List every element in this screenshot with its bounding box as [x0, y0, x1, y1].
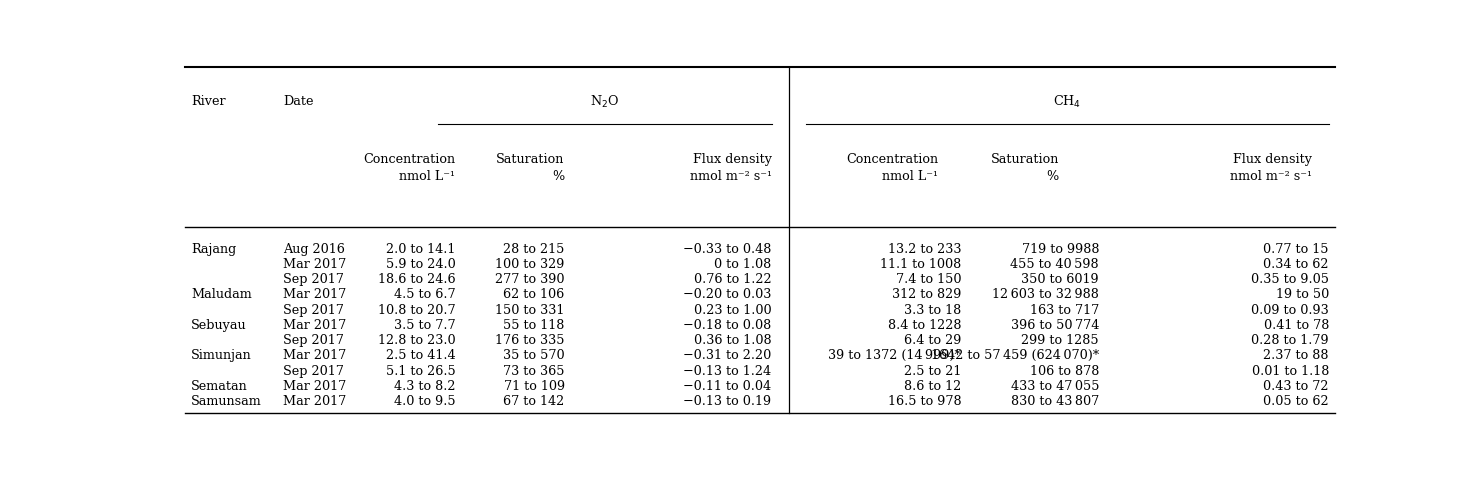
- Text: 0.76 to 1.22: 0.76 to 1.22: [694, 273, 771, 286]
- Text: −0.33 to 0.48: −0.33 to 0.48: [684, 242, 771, 256]
- Text: 350 to 6019: 350 to 6019: [1022, 273, 1099, 286]
- Text: 6.4 to 29: 6.4 to 29: [903, 334, 961, 347]
- Text: 71 to 109: 71 to 109: [504, 380, 565, 393]
- Text: Mar 2017: Mar 2017: [283, 288, 347, 301]
- Text: N$_2$O: N$_2$O: [590, 94, 620, 109]
- Text: Concentration
nmol L⁻¹: Concentration nmol L⁻¹: [847, 153, 939, 183]
- Text: 4.0 to 9.5: 4.0 to 9.5: [394, 395, 455, 408]
- Text: 455 to 40 598: 455 to 40 598: [1010, 258, 1099, 271]
- Text: 5.1 to 26.5: 5.1 to 26.5: [386, 365, 455, 378]
- Text: Mar 2017: Mar 2017: [283, 380, 347, 393]
- Text: 4.5 to 6.7: 4.5 to 6.7: [394, 288, 455, 301]
- Text: River: River: [191, 95, 225, 108]
- Text: 312 to 829: 312 to 829: [891, 288, 961, 301]
- Text: 100 to 329: 100 to 329: [495, 258, 565, 271]
- Text: −0.31 to 2.20: −0.31 to 2.20: [684, 349, 771, 362]
- Text: Rajang: Rajang: [191, 242, 236, 256]
- Text: 0.36 to 1.08: 0.36 to 1.08: [694, 334, 771, 347]
- Text: −0.11 to 0.04: −0.11 to 0.04: [684, 380, 771, 393]
- Text: 0.09 to 0.93: 0.09 to 0.93: [1252, 304, 1329, 316]
- Text: 18.6 to 24.6: 18.6 to 24.6: [378, 273, 455, 286]
- Text: Sep 2017: Sep 2017: [283, 304, 344, 316]
- Text: Mar 2017: Mar 2017: [283, 319, 347, 332]
- Text: 67 to 142: 67 to 142: [503, 395, 565, 408]
- Text: 0.34 to 62: 0.34 to 62: [1264, 258, 1329, 271]
- Text: −0.18 to 0.08: −0.18 to 0.08: [684, 319, 771, 332]
- Text: 2.37 to 88: 2.37 to 88: [1264, 349, 1329, 362]
- Text: Sebuyau: Sebuyau: [191, 319, 246, 332]
- Text: 719 to 9988: 719 to 9988: [1022, 242, 1099, 256]
- Text: Sematan: Sematan: [191, 380, 248, 393]
- Text: 3.3 to 18: 3.3 to 18: [905, 304, 961, 316]
- Text: Samunsam: Samunsam: [191, 395, 262, 408]
- Text: 0.23 to 1.00: 0.23 to 1.00: [694, 304, 771, 316]
- Text: 150 to 331: 150 to 331: [495, 304, 565, 316]
- Text: Date: Date: [283, 95, 313, 108]
- Text: 28 to 215: 28 to 215: [503, 242, 565, 256]
- Text: Sep 2017: Sep 2017: [283, 273, 344, 286]
- Text: Saturation
%: Saturation %: [991, 153, 1059, 183]
- Text: 73 to 365: 73 to 365: [503, 365, 565, 378]
- Text: 5.9 to 24.0: 5.9 to 24.0: [386, 258, 455, 271]
- Text: Maludam: Maludam: [191, 288, 252, 301]
- Text: 0.05 to 62: 0.05 to 62: [1264, 395, 1329, 408]
- Text: 7.4 to 150: 7.4 to 150: [896, 273, 961, 286]
- Text: Saturation
%: Saturation %: [497, 153, 565, 183]
- Text: 2.0 to 14.1: 2.0 to 14.1: [386, 242, 455, 256]
- Text: 830 to 43 807: 830 to 43 807: [1011, 395, 1099, 408]
- Text: 12.8 to 23.0: 12.8 to 23.0: [378, 334, 455, 347]
- Text: 299 to 1285: 299 to 1285: [1022, 334, 1099, 347]
- Text: 396 to 50 774: 396 to 50 774: [1011, 319, 1099, 332]
- Text: 62 to 106: 62 to 106: [503, 288, 565, 301]
- Text: 10.8 to 20.7: 10.8 to 20.7: [378, 304, 455, 316]
- Text: 11.1 to 1008: 11.1 to 1008: [879, 258, 961, 271]
- Text: 0.77 to 15: 0.77 to 15: [1264, 242, 1329, 256]
- Text: 39 to 1372 (14 999)*: 39 to 1372 (14 999)*: [829, 349, 961, 362]
- Text: 2.5 to 41.4: 2.5 to 41.4: [386, 349, 455, 362]
- Text: 0.43 to 72: 0.43 to 72: [1264, 380, 1329, 393]
- Text: 8.4 to 1228: 8.4 to 1228: [888, 319, 961, 332]
- Text: 55 to 118: 55 to 118: [503, 319, 565, 332]
- Text: 4.3 to 8.2: 4.3 to 8.2: [394, 380, 455, 393]
- Text: 3.5 to 7.7: 3.5 to 7.7: [394, 319, 455, 332]
- Text: 16.5 to 978: 16.5 to 978: [887, 395, 961, 408]
- Text: 0.35 to 9.05: 0.35 to 9.05: [1252, 273, 1329, 286]
- Text: 2.5 to 21: 2.5 to 21: [903, 365, 961, 378]
- Text: 277 to 390: 277 to 390: [495, 273, 565, 286]
- Text: Flux density
nmol m⁻² s⁻¹: Flux density nmol m⁻² s⁻¹: [1229, 153, 1312, 183]
- Text: Sep 2017: Sep 2017: [283, 334, 344, 347]
- Text: 176 to 335: 176 to 335: [495, 334, 565, 347]
- Text: 0.41 to 78: 0.41 to 78: [1264, 319, 1329, 332]
- Text: Simunjan: Simunjan: [191, 349, 252, 362]
- Text: 163 to 717: 163 to 717: [1029, 304, 1099, 316]
- Text: Concentration
nmol L⁻¹: Concentration nmol L⁻¹: [363, 153, 455, 183]
- Text: Mar 2017: Mar 2017: [283, 395, 347, 408]
- Text: Aug 2016: Aug 2016: [283, 242, 346, 256]
- Text: 433 to 47 055: 433 to 47 055: [1010, 380, 1099, 393]
- Text: 35 to 570: 35 to 570: [503, 349, 565, 362]
- Text: −0.13 to 0.19: −0.13 to 0.19: [684, 395, 771, 408]
- Text: Sep 2017: Sep 2017: [283, 365, 344, 378]
- Text: Flux density
nmol m⁻² s⁻¹: Flux density nmol m⁻² s⁻¹: [690, 153, 771, 183]
- Text: 106 to 878: 106 to 878: [1029, 365, 1099, 378]
- Text: 19 to 50: 19 to 50: [1275, 288, 1329, 301]
- Text: 8.6 to 12: 8.6 to 12: [905, 380, 961, 393]
- Text: 12 603 to 32 988: 12 603 to 32 988: [992, 288, 1099, 301]
- Text: 0.28 to 1.79: 0.28 to 1.79: [1252, 334, 1329, 347]
- Text: 1642 to 57 459 (624 070)*: 1642 to 57 459 (624 070)*: [931, 349, 1099, 362]
- Text: 0 to 1.08: 0 to 1.08: [715, 258, 771, 271]
- Text: 13.2 to 233: 13.2 to 233: [888, 242, 961, 256]
- Text: Mar 2017: Mar 2017: [283, 349, 347, 362]
- Text: 0.01 to 1.18: 0.01 to 1.18: [1252, 365, 1329, 378]
- Text: −0.13 to 1.24: −0.13 to 1.24: [684, 365, 771, 378]
- Text: CH$_4$: CH$_4$: [1053, 94, 1081, 109]
- Text: −0.20 to 0.03: −0.20 to 0.03: [684, 288, 771, 301]
- Text: Mar 2017: Mar 2017: [283, 258, 347, 271]
